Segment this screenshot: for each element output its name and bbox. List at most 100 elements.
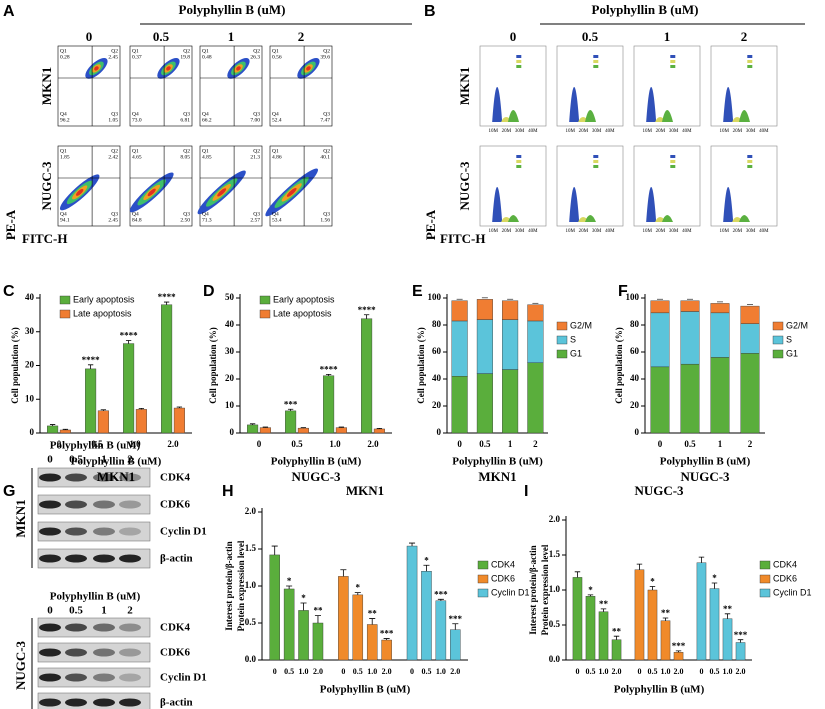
- quadrant-name: Q3: [111, 211, 118, 217]
- bar: [352, 594, 364, 661]
- x-tick-label: 1: [718, 439, 723, 449]
- x-tick-label: 2.0: [736, 667, 746, 676]
- quadrant-value: 6.81: [180, 117, 190, 123]
- g1-peak: [569, 187, 580, 222]
- blot-band: [39, 554, 61, 563]
- legend-swatch: [477, 588, 489, 598]
- x-tick-label: 40M: [682, 129, 692, 134]
- legend-swatch: [593, 155, 599, 158]
- x-tick-label: 20M: [502, 129, 512, 134]
- x-tick-label: 30M: [669, 229, 679, 234]
- x-tick-label: 2: [533, 439, 538, 449]
- x-tick-label: 0.5: [684, 439, 696, 449]
- quadrant-value: 26.3: [250, 54, 260, 60]
- blot-band: [93, 698, 115, 707]
- significance-label: ***: [449, 614, 463, 624]
- significance-label: *: [650, 577, 655, 587]
- legend-swatch: [59, 309, 71, 319]
- legend-swatch: [670, 165, 676, 168]
- blot-band: [65, 648, 87, 657]
- quadrant-name: Q4: [132, 211, 139, 217]
- x-axis-label: Polyphyllin B (uM): [71, 456, 162, 468]
- legend-swatch: [747, 55, 753, 58]
- bar: [323, 375, 335, 434]
- x-tick-label: 20M: [733, 229, 743, 234]
- x-tick-label: 1.0: [329, 439, 341, 449]
- y-tick-label: 20: [25, 360, 35, 370]
- quadrant-name: Q3: [253, 211, 260, 217]
- bar: [450, 629, 461, 661]
- quadrant-value: 2.57: [250, 217, 260, 223]
- quadrant-value: 66.2: [202, 117, 212, 123]
- legend-swatch: [593, 60, 599, 63]
- error-bar: [49, 424, 56, 426]
- significance-label: ****: [82, 355, 101, 365]
- legend-label: CDK6: [491, 573, 515, 583]
- bar: [421, 571, 432, 661]
- x-tick-label: 10M: [642, 229, 652, 234]
- x-tick-label: 0.5: [585, 667, 595, 676]
- x-tick-label: 0: [341, 667, 345, 676]
- quadrant-value: 94.1: [60, 217, 70, 223]
- legend-swatch: [59, 295, 71, 305]
- legend-label: G1: [570, 348, 582, 358]
- bar: [373, 428, 385, 434]
- quadrant-name: Q2: [253, 48, 260, 54]
- legend-label: CDK6: [773, 573, 797, 583]
- error-bar: [383, 638, 390, 641]
- blot-band: [39, 500, 61, 509]
- y-axis-label: Cell population (%): [10, 327, 20, 404]
- x-tick-label: 10M: [719, 229, 729, 234]
- error-bar: [409, 542, 416, 547]
- significance-label: ****: [358, 305, 377, 315]
- y-tick-label: 80: [432, 319, 442, 329]
- y-tick-label: 50: [225, 292, 235, 302]
- error-bar: [662, 617, 669, 621]
- x-axis-label: Polyphyllin B (uM): [452, 456, 543, 468]
- error-bar: [271, 545, 278, 555]
- blot-band: [65, 473, 87, 482]
- bar: [123, 343, 135, 434]
- blot-band: [119, 673, 141, 682]
- significance-label: *: [424, 555, 429, 565]
- bar-segment: [451, 320, 468, 377]
- dose-label: 0.5: [153, 29, 170, 44]
- quadrant-value: 2.42: [108, 154, 118, 160]
- quadrant-name: Q3: [323, 111, 330, 117]
- protein-label: CDK4: [160, 472, 190, 484]
- error-bar: [287, 408, 294, 411]
- chart-title: NUGC-3: [634, 483, 684, 498]
- y-tick-label: 1.0: [245, 580, 257, 590]
- x-tick-label: 0: [575, 667, 579, 676]
- error-bar: [423, 564, 430, 572]
- y-tick-label: 40: [225, 319, 235, 329]
- bar-segment: [476, 299, 493, 320]
- y-tick-label: 80: [630, 319, 640, 329]
- blot-band: [65, 500, 87, 509]
- g2m-peak: [739, 110, 750, 122]
- significance-label: **: [368, 609, 378, 619]
- quadrant-value: 0.28: [60, 54, 70, 60]
- header: Polyphyllin B (uM): [50, 440, 141, 452]
- bar: [722, 618, 733, 661]
- blot-band: [119, 623, 141, 632]
- x-tick-label: 10M: [565, 229, 575, 234]
- y-tick-label: 0.0: [549, 654, 561, 664]
- chart-title: NUGC-3: [680, 469, 730, 484]
- quadrant-value: 73.0: [132, 117, 142, 123]
- y-tick-label: 1.5: [245, 543, 257, 553]
- bar: [647, 589, 658, 661]
- blot-band: [119, 698, 141, 707]
- y-tick-label: 100: [626, 292, 640, 302]
- y-tick-label: 1.0: [549, 584, 561, 594]
- quadrant-value: 2.45: [108, 217, 118, 223]
- significance-label: ***: [380, 629, 394, 639]
- legend-swatch: [670, 60, 676, 63]
- y-axis-label: Interest protein/β-actin: [528, 545, 538, 634]
- x-tick-label: 0.5: [709, 667, 719, 676]
- x-tick-label: 0: [637, 667, 641, 676]
- bar: [406, 545, 418, 661]
- blot-band: [93, 554, 115, 563]
- legend-label: CDK4: [491, 559, 515, 569]
- bar-segment: [740, 323, 760, 354]
